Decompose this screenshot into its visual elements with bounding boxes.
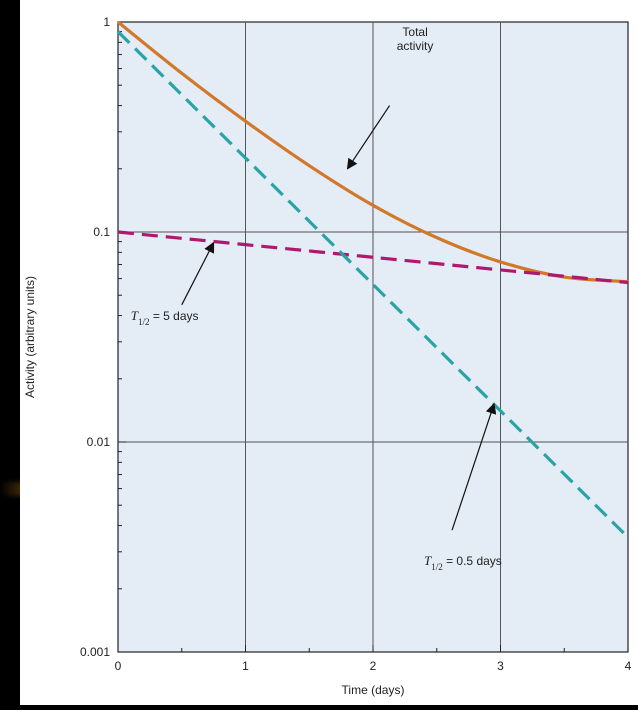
y-tick-label: 0.1 <box>93 225 110 239</box>
x-tick-label: 1 <box>242 659 249 673</box>
series-layer <box>116 20 630 539</box>
y-tick-label: 1 <box>103 15 110 29</box>
grid-lines <box>118 22 628 652</box>
x-tick-label: 3 <box>497 659 504 673</box>
tick-labels: 0 1 2 3 4 0.001 0.01 0.1 1 Time (days) Activity (a… <box>23 15 632 697</box>
x-tick-label: 4 <box>625 659 632 673</box>
y-tick-label: 0.001 <box>80 645 110 659</box>
chart-figure: Total activity T1/2 = 5 days T1/2 = 0.5 day… <box>20 0 638 705</box>
annotation-label-total: Total <box>402 25 427 39</box>
annotation-arrow-total <box>346 105 391 170</box>
annotation-label-total: activity <box>397 39 434 53</box>
annotation-label-long: T1/2 = 5 days <box>131 308 199 327</box>
series-line-total <box>116 20 629 284</box>
annotation-arrow-short <box>451 402 497 531</box>
x-axis-title: Time (days) <box>342 683 405 697</box>
series-line-long <box>117 230 629 285</box>
annotation-label-short: T1/2 = 0.5 days <box>424 553 502 572</box>
x-tick-label: 0 <box>115 659 122 673</box>
x-tick-label: 2 <box>370 659 377 673</box>
annotation-arrow-long <box>181 241 215 306</box>
y-axis-title: Activity (arbitrary units) <box>23 276 37 398</box>
y-tick-label: 0.01 <box>87 435 111 449</box>
